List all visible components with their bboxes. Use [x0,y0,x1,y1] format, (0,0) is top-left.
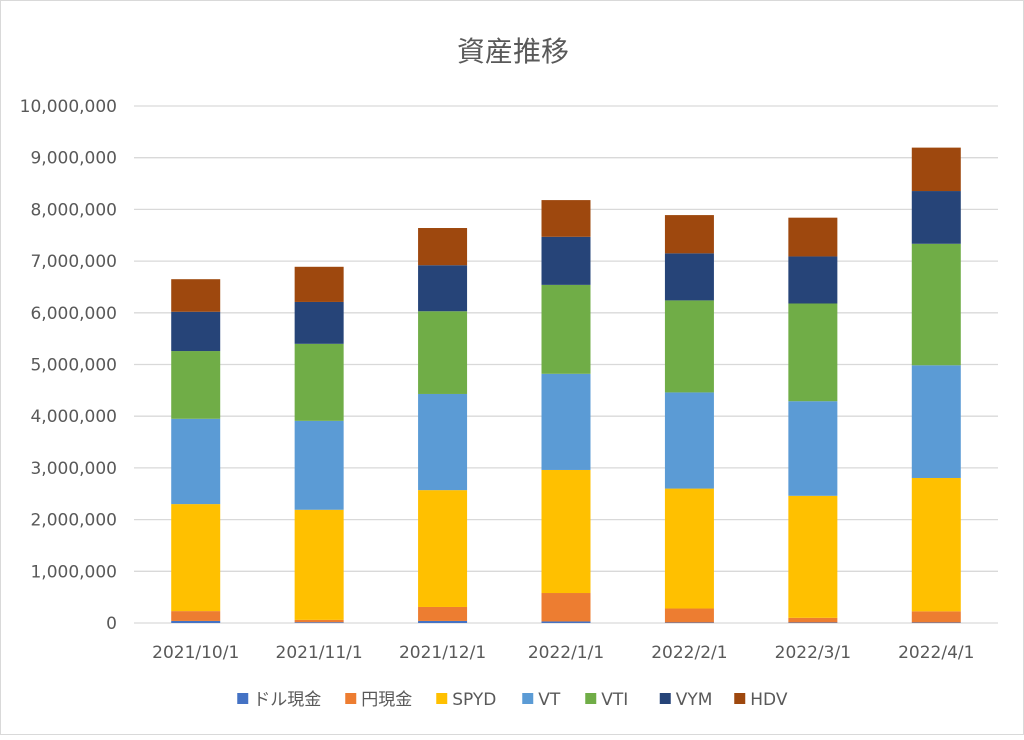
legend: ドル現金 円現金 SPYD VT VTI VYM HDV [237,690,788,710]
x-tick-label: 2022/4/1 [898,643,974,663]
bar-segment-VT-2021/11/1 [294,420,344,510]
bar-segment-VYM-2022/4/1 [911,191,961,244]
legend-swatch [659,693,671,704]
chart-title: 資産推移 [457,35,569,68]
legend-label: ドル現金 [253,690,321,710]
legend-label: SPYD [452,690,496,710]
legend-swatch [734,693,746,704]
bar-segment-SPYD-2022/2/1 [664,488,714,609]
bar-segment-円現金-2022/4/1 [911,611,961,623]
bar-segment-HDV-2022/4/1 [911,147,961,192]
x-tick-label: 2021/10/1 [152,643,239,663]
legend-swatch [237,693,249,704]
x-tick-label: 2022/3/1 [775,643,851,663]
legend-label: VTI [601,690,628,710]
bar-segment-SPYD-2022/1/1 [541,469,591,594]
legend-item-VT: VT [522,690,561,710]
y-tick-label: 6,000,000 [30,304,117,324]
bar-segment-円現金-2022/2/1 [664,608,714,623]
bars [171,147,961,623]
legend-label: HDV [750,690,788,710]
legend-item-SPYD: SPYD [436,690,496,710]
bar-segment-円現金-2022/1/1 [541,593,591,622]
legend-label: 円現金 [361,690,412,710]
bar-segment-ドル現金-2022/4/1 [911,622,961,623]
bar-segment-ドル現金-2022/3/1 [788,622,838,623]
legend-item-VTI: VTI [585,690,628,710]
bar-segment-SPYD-2021/11/1 [294,509,344,620]
bar-segment-VTI-2022/2/1 [664,300,714,393]
y-tick-label: 7,000,000 [30,252,117,272]
bar-segment-HDV-2021/11/1 [294,266,344,302]
bar-segment-VTI-2022/4/1 [911,243,961,366]
x-tick-label: 2022/2/1 [651,643,727,663]
y-axis-labels: 0 1,000,000 2,000,000 3,000,000 4,000,000 5,0… [20,97,117,634]
legend-label: VYM [676,690,713,710]
x-tick-label: 2022/1/1 [528,643,604,663]
legend-swatch [585,693,597,704]
bar-segment-ドル現金-2021/12/1 [418,620,468,623]
bar-segment-HDV-2021/12/1 [418,228,468,266]
bar-segment-VT-2022/4/1 [911,365,961,478]
bar-segment-VTI-2022/3/1 [788,303,838,402]
x-tick-label: 2021/12/1 [399,643,486,663]
bar-segment-HDV-2022/3/1 [788,217,838,257]
bar-segment-VYM-2022/2/1 [664,253,714,301]
legend-swatch [522,693,534,704]
legend-label: VT [538,690,561,710]
bar-segment-VYM-2022/3/1 [788,256,838,304]
bar-segment-ドル現金-2021/10/1 [171,620,221,623]
bar-segment-VYM-2021/12/1 [418,265,468,312]
y-tick-label: 8,000,000 [30,200,117,220]
bar-segment-VT-2022/1/1 [541,373,591,470]
bar-segment-円現金-2021/12/1 [418,606,468,621]
legend-item-VYM: VYM [659,690,713,710]
bar-segment-SPYD-2022/4/1 [911,477,961,612]
y-tick-label: 0 [106,614,117,634]
y-tick-label: 5,000,000 [30,356,117,376]
y-tick-label: 2,000,000 [30,511,117,531]
bar-segment-VT-2022/2/1 [664,392,714,489]
bar-segment-SPYD-2021/10/1 [171,504,221,612]
bar-segment-VTI-2021/12/1 [418,311,468,394]
bar-segment-HDV-2022/2/1 [664,215,714,254]
legend-swatch [345,693,357,704]
bar-segment-VYM-2021/11/1 [294,301,344,344]
bar-segment-HDV-2021/10/1 [171,279,221,312]
bar-segment-VYM-2021/10/1 [171,311,221,352]
bar-segment-SPYD-2022/3/1 [788,495,838,618]
y-tick-label: 9,000,000 [30,149,117,169]
y-tick-label: 10,000,000 [20,97,117,117]
y-tick-label: 1,000,000 [30,562,117,582]
y-tick-label: 3,000,000 [30,459,117,479]
bar-segment-ドル現金-2022/1/1 [541,621,591,623]
legend-item-円現金: 円現金 [345,690,412,710]
bar-segment-円現金-2021/11/1 [294,619,344,623]
bar-segment-VT-2021/10/1 [171,418,221,505]
bar-segment-VT-2022/3/1 [788,401,838,496]
bar-segment-円現金-2022/3/1 [788,617,838,623]
bar-segment-ドル現金-2021/11/1 [294,622,344,623]
bar-segment-VTI-2021/11/1 [294,343,344,421]
legend-item-HDV: HDV [734,690,788,710]
bar-segment-VTI-2021/10/1 [171,351,221,419]
bar-segment-SPYD-2021/12/1 [418,490,468,607]
legend-swatch [436,693,448,704]
bar-segment-VYM-2022/1/1 [541,236,591,285]
bar-segment-HDV-2022/1/1 [541,200,591,237]
bar-segment-円現金-2021/10/1 [171,611,221,621]
bar-segment-VTI-2022/1/1 [541,284,591,374]
legend-item-ドル現金: ドル現金 [237,690,321,710]
x-axis-labels: 2021/10/1 2021/11/1 2021/12/1 2022/1/1 2022/… [152,643,974,663]
bar-segment-VT-2021/12/1 [418,393,468,491]
y-tick-label: 4,000,000 [30,407,117,427]
x-tick-label: 2021/11/1 [276,643,363,663]
bar-segment-ドル現金-2022/2/1 [664,622,714,623]
